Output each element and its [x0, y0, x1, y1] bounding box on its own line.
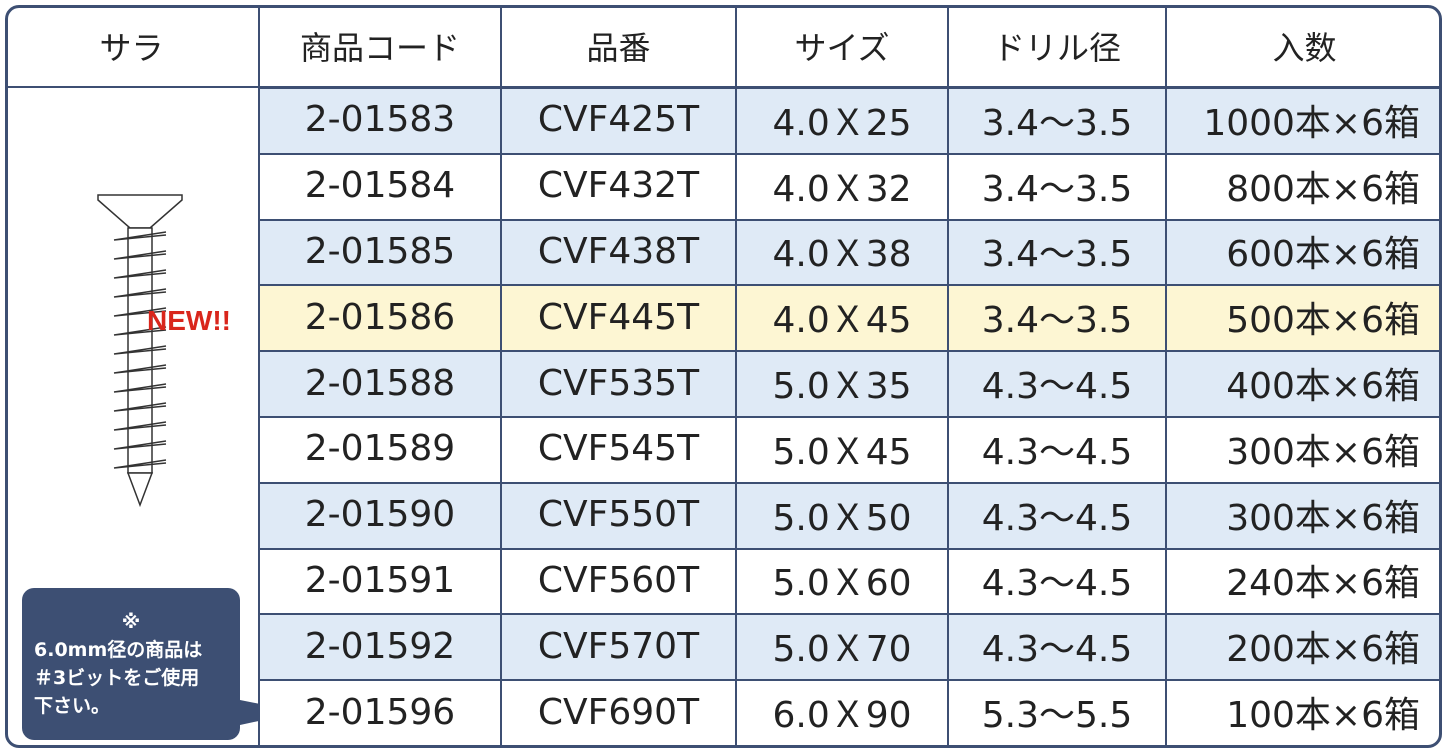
row-bg [258, 284, 1442, 351]
header-cell: ドリル径 [947, 5, 1165, 87]
new-badge: NEW!! [147, 305, 231, 336]
table-cell: 4.0Ｘ32 [735, 152, 947, 219]
table-cell: 400本×6箱 [1165, 350, 1442, 416]
row-bg [258, 679, 1442, 745]
table-cell: 4.3～4.5 [947, 481, 1165, 548]
table-cell: CVF550T [500, 481, 735, 548]
thread [113, 459, 167, 469]
row-bg [258, 416, 1442, 482]
table-cell: 300本×6箱 [1165, 416, 1442, 482]
table-cell: 5.0Ｘ60 [735, 547, 947, 614]
thread [113, 402, 167, 412]
table-cell: 3.4～3.5 [947, 218, 1165, 285]
table-cell: CVF438T [500, 218, 735, 285]
header-cell: サイズ [735, 5, 947, 87]
header-cell: 入数 [1165, 5, 1442, 87]
table-cell: CVF445T [500, 284, 735, 351]
thread [113, 250, 167, 260]
row-bg [258, 547, 1442, 614]
screw-illustration [97, 194, 183, 508]
table-cell: 600本×6箱 [1165, 218, 1442, 285]
table-cell: 4.3～4.5 [947, 416, 1165, 482]
table-cell: 5.0Ｘ35 [735, 350, 947, 416]
note-line: 下さい。 [34, 695, 111, 717]
table-cell: 3.4～3.5 [947, 87, 1165, 153]
row-bg [258, 481, 1442, 548]
table-cell: 800本×6箱 [1165, 152, 1442, 219]
row-bg [258, 152, 1442, 219]
table-cell: 2-01584 [258, 152, 500, 219]
table-cell: 5.0Ｘ45 [735, 416, 947, 482]
thread [113, 288, 167, 298]
table-cell: 500本×6箱 [1165, 284, 1442, 351]
header-cell: サラ [99, 29, 164, 67]
table-cell: 2-01590 [258, 481, 500, 548]
thread [113, 231, 167, 241]
table-cell: CVF432T [500, 152, 735, 219]
table-cell: 5.0Ｘ70 [735, 613, 947, 680]
row-bg [258, 613, 1442, 680]
table-cell: 4.0Ｘ38 [735, 218, 947, 285]
table-cell: CVF535T [500, 350, 735, 416]
table-cell: 4.0Ｘ45 [735, 284, 947, 351]
table-cell: 2-01591 [258, 547, 500, 614]
table-cell: 5.3～5.5 [947, 679, 1165, 745]
thread [113, 345, 167, 355]
thread [113, 307, 167, 317]
table-cell: 6.0Ｘ90 [735, 679, 947, 745]
table-cell: 4.3～4.5 [947, 613, 1165, 680]
row-bg [258, 350, 1442, 416]
table-cell: 1000本×6箱 [1165, 87, 1442, 153]
note-line: ＃3ビットをご使用 [34, 667, 200, 689]
table-cell: 2-01586 [258, 284, 500, 351]
header-cell: 商品コード [258, 5, 500, 87]
thread [113, 364, 167, 374]
table-cell: 2-01592 [258, 613, 500, 680]
table-cell: 100本×6箱 [1165, 679, 1442, 745]
table-cell: 3.4～3.5 [947, 152, 1165, 219]
table-cell: 5.0Ｘ50 [735, 481, 947, 548]
header-rule [5, 86, 1442, 88]
table-cell: CVF560T [500, 547, 735, 614]
table-cell: 4.0Ｘ25 [735, 87, 947, 153]
table-cell: 240本×6箱 [1165, 547, 1442, 614]
table-cell: 2-01585 [258, 218, 500, 285]
thread [113, 421, 167, 431]
table-cell: 300本×6箱 [1165, 481, 1442, 548]
table-cell: 2-01589 [258, 416, 500, 482]
table-cell: CVF690T [500, 679, 735, 745]
note-callout: ※ 6.0mm径の商品は ＃3ビットをご使用 下さい。 [22, 588, 240, 740]
thread [113, 440, 167, 450]
row-bg [258, 218, 1442, 285]
table-cell: CVF425T [500, 87, 735, 153]
table-cell: 2-01583 [258, 87, 500, 153]
table-cell: CVF545T [500, 416, 735, 482]
header-cell: 品番 [500, 5, 735, 87]
thread [113, 383, 167, 393]
thread [113, 269, 167, 279]
row-bg [258, 87, 1442, 153]
table-cell: 2-01596 [258, 679, 500, 745]
note-line: 6.0mm径の商品は [34, 639, 203, 661]
table-cell: CVF570T [500, 613, 735, 680]
thread [113, 326, 167, 336]
table-cell: 2-01588 [258, 350, 500, 416]
table-cell: 4.3～4.5 [947, 547, 1165, 614]
table-cell: 3.4～3.5 [947, 284, 1165, 351]
note-line: ※ [121, 611, 141, 633]
table-cell: 4.3～4.5 [947, 350, 1165, 416]
table-cell: 200本×6箱 [1165, 613, 1442, 680]
